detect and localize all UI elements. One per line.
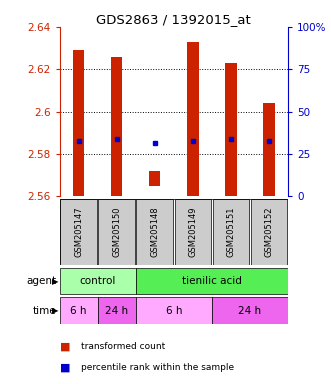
- Bar: [60, 268, 136, 295]
- Text: GSM205149: GSM205149: [188, 207, 197, 257]
- Text: GSM205148: GSM205148: [150, 207, 159, 257]
- Bar: [98, 199, 135, 265]
- Text: tienilic acid: tienilic acid: [182, 276, 242, 286]
- Text: 24 h: 24 h: [105, 306, 128, 316]
- Text: time: time: [33, 306, 56, 316]
- Text: GSM205151: GSM205151: [226, 207, 235, 257]
- Bar: [251, 199, 287, 265]
- Bar: [263, 103, 275, 196]
- Text: ▶: ▶: [52, 306, 59, 315]
- Text: ■: ■: [60, 362, 70, 372]
- Bar: [213, 199, 249, 265]
- Text: GSM205147: GSM205147: [74, 207, 83, 257]
- Bar: [149, 171, 161, 185]
- Bar: [73, 50, 84, 196]
- Text: percentile rank within the sample: percentile rank within the sample: [81, 364, 234, 372]
- Text: 24 h: 24 h: [238, 306, 261, 316]
- Bar: [111, 56, 122, 196]
- Title: GDS2863 / 1392015_at: GDS2863 / 1392015_at: [96, 13, 251, 26]
- Text: agent: agent: [26, 276, 56, 286]
- Text: GSM205152: GSM205152: [264, 207, 273, 257]
- Text: GSM205150: GSM205150: [112, 207, 121, 257]
- Text: 6 h: 6 h: [71, 306, 87, 316]
- Bar: [60, 199, 97, 265]
- Bar: [60, 297, 98, 324]
- Bar: [187, 42, 199, 196]
- Text: transformed count: transformed count: [81, 343, 166, 351]
- Text: ▶: ▶: [52, 276, 59, 286]
- Bar: [212, 297, 288, 324]
- Bar: [136, 199, 173, 265]
- Bar: [136, 297, 212, 324]
- Bar: [136, 268, 288, 295]
- Bar: [225, 63, 237, 196]
- Bar: [98, 297, 136, 324]
- Text: 6 h: 6 h: [166, 306, 182, 316]
- Text: ■: ■: [60, 341, 70, 351]
- Text: control: control: [79, 276, 116, 286]
- Bar: [174, 199, 211, 265]
